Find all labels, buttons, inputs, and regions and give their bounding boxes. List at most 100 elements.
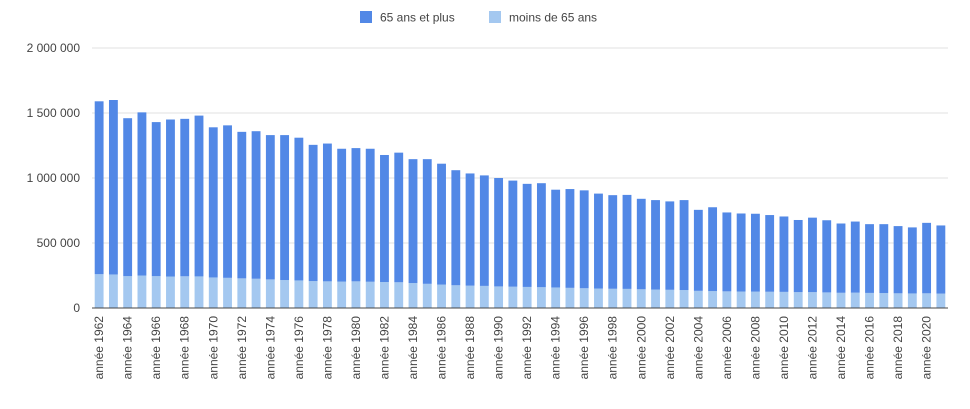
- bar-moins-de-65-ans: [665, 289, 675, 308]
- x-tick-label: année 1996: [577, 316, 591, 380]
- bar-65-ans-et-plus: [251, 131, 261, 279]
- bar-moins-de-65-ans: [579, 288, 589, 308]
- bar-moins-de-65-ans: [651, 289, 660, 308]
- bar-moins-de-65-ans: [422, 283, 432, 308]
- bar-65-ans-et-plus: [137, 112, 147, 276]
- bar-65-ans-et-plus: [736, 213, 746, 292]
- x-tick-label: année 2010: [777, 316, 791, 380]
- x-tick-label: année 2018: [891, 316, 905, 380]
- bar-65-ans-et-plus: [522, 183, 532, 287]
- y-tick-label: 1 500 000: [27, 106, 81, 120]
- bar-moins-de-65-ans: [907, 293, 917, 308]
- bar-moins-de-65-ans: [394, 282, 404, 308]
- bar-65-ans-et-plus: [437, 163, 446, 285]
- bar-moins-de-65-ans: [451, 285, 461, 308]
- x-tick-label: année 2008: [748, 316, 762, 380]
- bar-65-ans-et-plus: [151, 122, 161, 277]
- x-tick-label: année 1988: [463, 316, 477, 380]
- bar-65-ans-et-plus: [237, 131, 247, 279]
- bar-moins-de-65-ans: [679, 290, 689, 308]
- bar-65-ans-et-plus: [365, 148, 375, 282]
- x-tick-label: année 2004: [691, 316, 705, 380]
- bar-65-ans-et-plus: [822, 220, 832, 293]
- bar-65-ans-et-plus: [922, 222, 932, 294]
- bar-moins-de-65-ans: [808, 292, 817, 308]
- bar-moins-de-65-ans: [779, 291, 789, 308]
- x-tick-label: année 1970: [206, 316, 220, 380]
- bar-65-ans-et-plus: [579, 190, 589, 289]
- bar-65-ans-et-plus: [394, 152, 404, 283]
- bar-moins-de-65-ans: [208, 277, 218, 308]
- x-tick-label: année 1972: [235, 316, 249, 380]
- x-tick-label: année 1962: [92, 316, 106, 380]
- x-tick-label: année 1982: [377, 316, 391, 380]
- bar-moins-de-65-ans: [380, 282, 389, 308]
- bar-moins-de-65-ans: [437, 284, 446, 308]
- x-tick-label: année 1966: [149, 316, 163, 380]
- bar-moins-de-65-ans: [565, 287, 575, 308]
- bar-65-ans-et-plus: [793, 219, 803, 293]
- bar-65-ans-et-plus: [779, 216, 789, 292]
- bar-65-ans-et-plus: [594, 193, 603, 289]
- bar-65-ans-et-plus: [294, 137, 304, 281]
- bar-moins-de-65-ans: [94, 274, 104, 308]
- bar-moins-de-65-ans: [123, 276, 133, 308]
- bar-moins-de-65-ans: [893, 293, 903, 308]
- bar-65-ans-et-plus: [94, 101, 104, 275]
- bar-moins-de-65-ans: [636, 289, 646, 308]
- bar-moins-de-65-ans: [608, 288, 618, 308]
- x-axis-tick-labels: année 1962 année 1964 année 1966 année 1968…: [92, 316, 933, 380]
- bar-65-ans-et-plus: [936, 225, 946, 294]
- bar-moins-de-65-ans: [365, 281, 375, 308]
- bar-moins-de-65-ans: [265, 279, 275, 308]
- bar-65-ans-et-plus: [879, 224, 889, 294]
- bar-moins-de-65-ans: [551, 287, 561, 308]
- bar-65-ans-et-plus: [422, 159, 432, 284]
- bar-65-ans-et-plus: [479, 175, 489, 286]
- bar-moins-de-65-ans: [736, 291, 746, 308]
- x-tick-label: année 1976: [292, 316, 306, 380]
- bar-moins-de-65-ans: [693, 290, 703, 308]
- bar-65-ans-et-plus: [893, 226, 903, 294]
- bar-65-ans-et-plus: [536, 183, 546, 288]
- bar-moins-de-65-ans: [337, 281, 347, 308]
- bar-moins-de-65-ans: [479, 285, 489, 308]
- bar-65-ans-et-plus: [208, 127, 218, 278]
- bar-moins-de-65-ans: [280, 280, 290, 308]
- y-tick-label: 500 000: [37, 236, 81, 250]
- bar-65-ans-et-plus: [494, 178, 504, 287]
- x-tick-label: année 2006: [720, 316, 734, 380]
- bar-65-ans-et-plus: [565, 189, 575, 288]
- bar-65-ans-et-plus: [765, 215, 775, 292]
- bar-65-ans-et-plus: [123, 118, 133, 277]
- bar-65-ans-et-plus: [693, 209, 703, 291]
- bar-65-ans-et-plus: [608, 195, 618, 289]
- bar-moins-de-65-ans: [180, 276, 190, 308]
- bar-moins-de-65-ans: [536, 287, 546, 308]
- bar-65-ans-et-plus: [622, 194, 632, 289]
- bar-65-ans-et-plus: [836, 223, 846, 293]
- bar-moins-de-65-ans: [308, 281, 318, 308]
- bar-65-ans-et-plus: [108, 100, 118, 275]
- bar-moins-de-65-ans: [922, 293, 932, 308]
- bar-moins-de-65-ans: [166, 276, 175, 308]
- legend-label: 65 ans et plus: [380, 11, 455, 25]
- bar-moins-de-65-ans: [765, 291, 775, 308]
- bar-65-ans-et-plus: [308, 144, 318, 282]
- bar-moins-de-65-ans: [465, 285, 475, 308]
- y-axis-tick-labels: 0 500 000 1 000 000 1 500 000 2 000 000: [27, 41, 81, 315]
- x-tick-label: année 1968: [178, 316, 192, 380]
- bar-moins-de-65-ans: [522, 286, 532, 308]
- x-tick-label: année 1984: [406, 316, 420, 380]
- bar-moins-de-65-ans: [822, 292, 832, 308]
- x-tick-label: année 1964: [121, 316, 135, 380]
- bar-65-ans-et-plus: [865, 224, 874, 293]
- bar-moins-de-65-ans: [322, 281, 332, 308]
- bar-moins-de-65-ans: [408, 283, 418, 308]
- legend-swatch: [360, 11, 372, 23]
- bar-65-ans-et-plus: [451, 170, 461, 286]
- bar-moins-de-65-ans: [594, 288, 603, 308]
- bar-65-ans-et-plus: [665, 201, 675, 290]
- bar-65-ans-et-plus: [651, 200, 660, 290]
